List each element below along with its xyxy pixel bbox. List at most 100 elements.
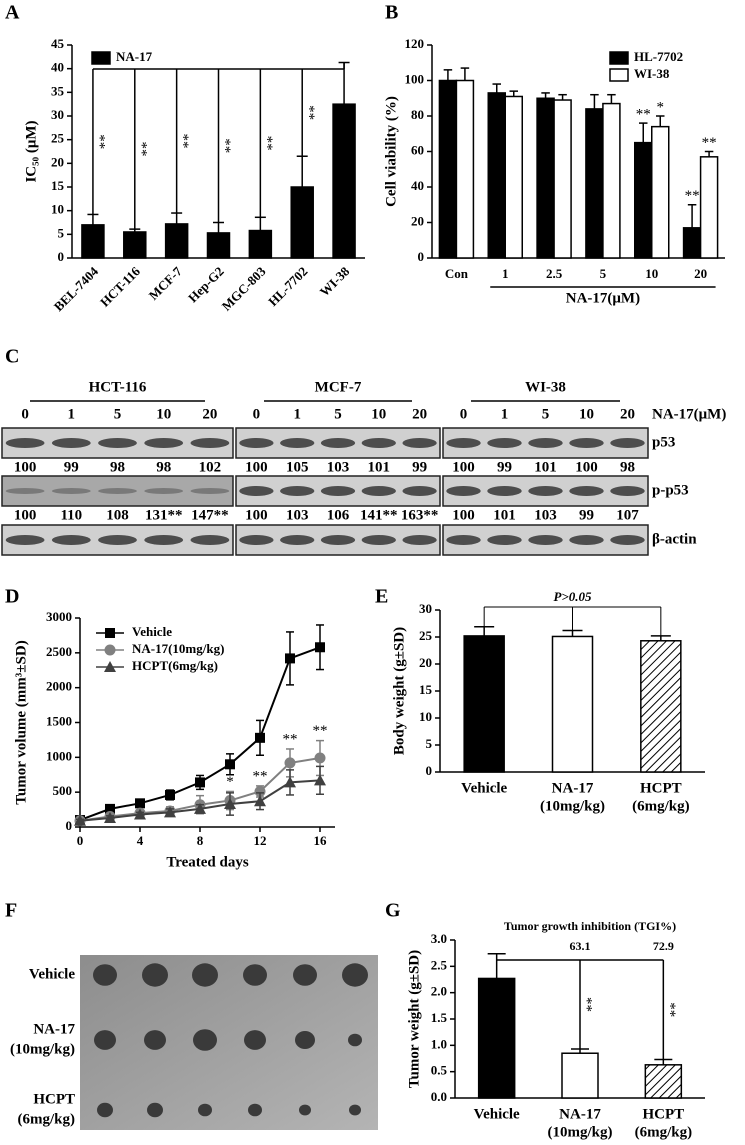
- blot-band: [402, 438, 437, 448]
- quantification: 100: [14, 507, 37, 523]
- y-tick-label: 25: [51, 131, 65, 146]
- tumor: [94, 1030, 116, 1050]
- significance: **: [313, 723, 328, 739]
- quantification: 106: [327, 507, 350, 523]
- lane-label: 5: [542, 406, 550, 422]
- lane-label: 0: [253, 406, 261, 422]
- blot-band: [5, 488, 45, 494]
- y-tick-label: 120: [405, 36, 425, 51]
- tumor: [147, 1102, 163, 1118]
- x-tick-label: MCF-7: [146, 263, 186, 303]
- significance: **: [685, 188, 700, 204]
- blot-band: [361, 438, 396, 448]
- quantification: 100: [452, 459, 475, 475]
- x-tick-label: 20: [694, 266, 707, 281]
- marker: [164, 806, 176, 818]
- tumor: [144, 1030, 166, 1050]
- lane-label: 10: [371, 406, 386, 422]
- x-tick-label: MGC-803: [219, 263, 269, 313]
- quantification: 98: [620, 459, 635, 475]
- tumor: [97, 1102, 113, 1118]
- blot-band: [569, 486, 604, 496]
- tumor: [93, 964, 117, 986]
- blot-band: [98, 488, 137, 494]
- lane-label: 0: [460, 406, 468, 422]
- legend-swatch: [609, 68, 629, 82]
- y-tick-label: 500: [53, 783, 73, 798]
- y-tick-label: 20: [51, 154, 64, 169]
- blot-band: [487, 438, 522, 448]
- x-tick-label: 2.5: [546, 266, 563, 281]
- x-tick-label: 1: [502, 266, 509, 281]
- blot-band: [446, 438, 481, 448]
- y-tick-label: 15: [419, 682, 433, 697]
- lane-label: 1: [293, 406, 301, 422]
- bar: [699, 156, 719, 259]
- significance: **: [662, 1002, 678, 1017]
- marker: [314, 752, 326, 764]
- bar: [463, 635, 505, 773]
- y-tick-label: 45: [51, 36, 65, 51]
- y-tick-label: 5: [58, 225, 65, 240]
- blot-band: [487, 535, 522, 545]
- blot-band: [5, 438, 45, 448]
- x-tick-label: BEL-7404: [51, 263, 102, 314]
- blot-band: [144, 535, 184, 545]
- quantification: 99: [579, 507, 594, 523]
- bar: [640, 640, 682, 773]
- lane-label: 1: [501, 406, 509, 422]
- tumor: [192, 963, 218, 987]
- bar: [438, 79, 458, 259]
- marker: [284, 757, 296, 769]
- y-tick-label: 2.0: [431, 984, 447, 999]
- quantification: 100: [575, 459, 598, 475]
- blot-band: [569, 438, 604, 448]
- panel-letter: G: [385, 900, 401, 922]
- blot-band: [280, 486, 315, 496]
- significance: **: [133, 142, 149, 157]
- tumor: [295, 1031, 315, 1049]
- lane-label: 5: [114, 406, 122, 422]
- quantification: 101: [493, 507, 516, 523]
- blot-band: [320, 438, 356, 448]
- quantification: 99: [64, 459, 79, 475]
- blot-band: [5, 535, 45, 545]
- blot-band: [402, 486, 437, 496]
- quantification: 99: [497, 459, 512, 475]
- marker: [135, 798, 145, 809]
- y-tick-label: 0.5: [431, 1063, 448, 1078]
- significance: *: [657, 99, 665, 115]
- bar: [553, 99, 572, 259]
- blot-band: [98, 535, 137, 545]
- tumor: [244, 1030, 266, 1050]
- legend-label: HCPT(6mg/kg): [132, 658, 218, 673]
- bar: [644, 1064, 683, 1099]
- quantification: 100: [452, 507, 475, 523]
- blot-band: [239, 535, 274, 545]
- x-tick-label: HCT-116: [97, 263, 143, 309]
- blot-band: [610, 438, 645, 448]
- x-tick-label: 5: [600, 266, 607, 281]
- lane-label: 10: [156, 406, 171, 422]
- y-tick-label: 30: [419, 601, 432, 616]
- legend-swatch: [609, 51, 629, 65]
- marker: [254, 785, 266, 797]
- tumor: [299, 1104, 311, 1116]
- x-tick-sublabel: (10mg/kg): [548, 1124, 613, 1140]
- bar: [551, 635, 594, 773]
- bar: [561, 1052, 599, 1099]
- lane-label: 20: [620, 406, 635, 422]
- y-axis-label: Tumor weight (g±SD): [406, 950, 422, 1088]
- x-tick-label: 0: [77, 833, 84, 848]
- marker: [315, 642, 325, 653]
- significance: **: [579, 997, 595, 1012]
- y-tick-label: 0: [418, 249, 425, 264]
- blot-band: [528, 535, 563, 545]
- panel-letter: E: [375, 586, 388, 608]
- y-tick-label: 80: [411, 107, 424, 122]
- blot-band: [144, 488, 184, 494]
- significance: *: [226, 774, 234, 790]
- blot-band: [402, 535, 437, 545]
- lane-label: 0: [21, 406, 29, 422]
